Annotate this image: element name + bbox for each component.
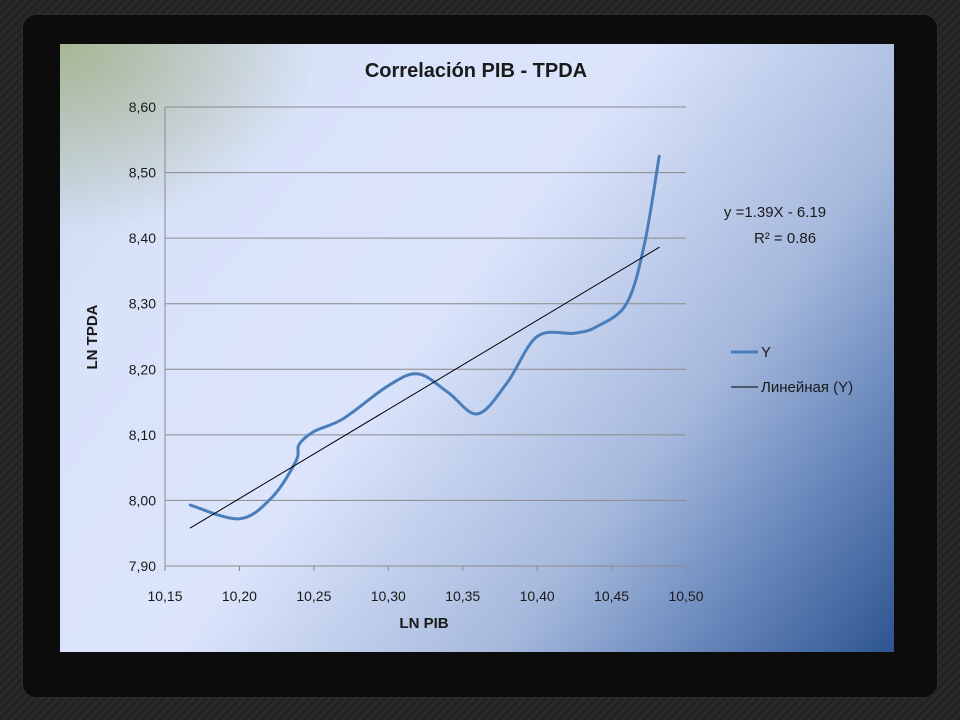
trendline-linear xyxy=(189,246,660,529)
chart-title: Correlación PIB - TPDA xyxy=(365,60,587,82)
y-tick-label: 8,30 xyxy=(129,296,156,312)
axis-ticks: 7,90 8,00 8,10 8,20 8,30 8,40 8,50 8,60 10,15 10,… xyxy=(129,99,704,604)
grid-lines xyxy=(164,106,687,571)
x-tick-label: 10,20 xyxy=(222,588,257,604)
x-tick-label: 10,35 xyxy=(445,588,480,604)
y-tick-label: 8,50 xyxy=(129,165,156,181)
series-line-y xyxy=(188,154,661,521)
x-tick-label: 10,30 xyxy=(371,588,406,604)
x-axis-title: LN PIB xyxy=(399,615,448,632)
x-tick-label: 10,15 xyxy=(147,588,182,604)
y-tick-label: 8,20 xyxy=(129,361,156,377)
x-tick-label: 10,25 xyxy=(296,588,331,604)
r-squared-label: R² = 0.86 xyxy=(754,230,816,247)
x-tick-label: 10,50 xyxy=(668,588,703,604)
y-tick-label: 8,10 xyxy=(129,427,156,443)
y-tick-label: 8,60 xyxy=(129,99,156,115)
data-series xyxy=(188,154,661,529)
y-tick-label: 7,90 xyxy=(129,558,156,574)
y-tick-label: 8,00 xyxy=(129,492,156,508)
chart-panel xyxy=(60,44,894,652)
legend-label-linear: Линейная (Y) xyxy=(761,379,853,396)
legend: Y Линейная (Y) xyxy=(731,344,853,396)
x-tick-label: 10,45 xyxy=(594,588,629,604)
legend-label-y: Y xyxy=(761,344,771,361)
regression-equation: y =1.39X - 6.19 xyxy=(724,204,826,221)
y-tick-label: 8,40 xyxy=(129,230,156,246)
x-tick-label: 10,40 xyxy=(520,588,555,604)
y-axis-title: LN TPDA xyxy=(84,304,101,369)
